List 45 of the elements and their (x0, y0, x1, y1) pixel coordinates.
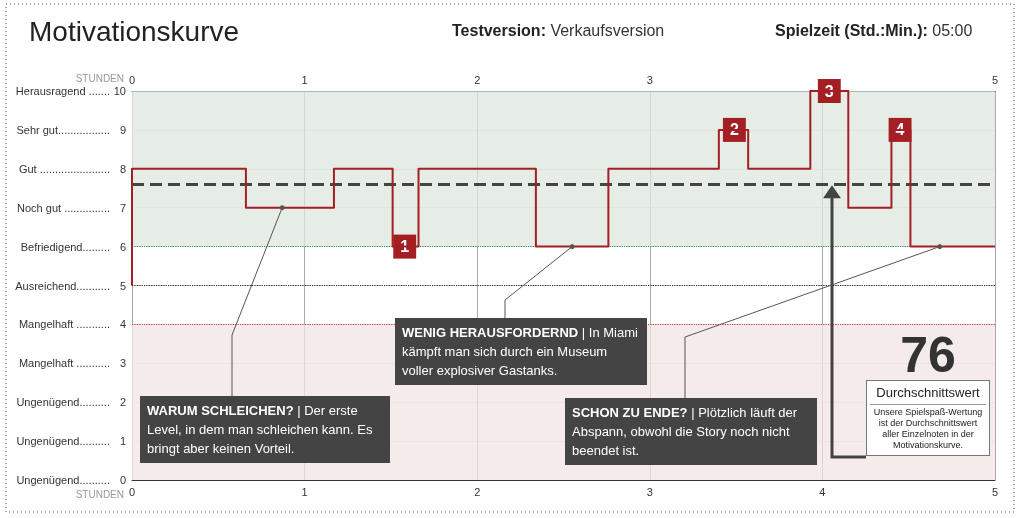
annotation: 1 (400, 238, 410, 256)
x2-tick-label: 3 (646, 73, 653, 86)
text: Ungenügend.......... (16, 474, 110, 486)
x2-tick-label: 0 (128, 73, 136, 86)
x-tick-label: 2 (474, 485, 481, 498)
x2-tick-label: 2 (474, 73, 481, 86)
x2-axis-title: STUNDEN (75, 72, 124, 84)
text: Ungenügend.......... (16, 435, 110, 448)
y-tick-label: 8 (119, 162, 126, 175)
y-tick-label: 7 (119, 201, 126, 214)
y-tick-label: 1 (119, 435, 126, 448)
text: Ausreichend........... (15, 279, 110, 292)
x2-tick-label: 5 (991, 73, 999, 86)
y-tick-label: 6 (119, 240, 126, 253)
text: Spielzeit (Std.:Min.): 05:00 (775, 21, 973, 39)
x-tick-label: 1 (301, 485, 308, 498)
x-tick-label: 0 (128, 485, 136, 498)
annotation: SCHON ZU ENDE? | Plötzlich läuft der Abspann, obwohl die Story noch nicht beendet ist. (565, 398, 817, 465)
text: Befriedigend......... (20, 240, 110, 253)
text: Sehr gut................. (16, 123, 110, 136)
y-tick-label: 5 (119, 279, 126, 292)
y-tick-label: 10 (113, 85, 126, 97)
annotation: Durchschnittswert (870, 384, 986, 405)
annotation: 76 (900, 327, 956, 383)
annotation: WARUM SCHLEICHEN? | Der erste Level, in dem man schleichen kann. Es bringt aber keinen Vorteil. (140, 396, 390, 463)
x-tick-label: 5 (991, 485, 999, 498)
y-tick-label: 9 (119, 123, 126, 136)
text: Ungenügend.......... (16, 396, 110, 409)
chart-title: Motivationskurve (29, 15, 240, 47)
text: Herausragend ....... (15, 85, 110, 97)
annotation: WENIG HERAUSFORDERND | In Miami kämpft man sich durch ein Museum voller explosiver Gastanks. (395, 318, 647, 385)
annotation: Unsere Spielspaß-Wertung ist der Durchschnittswert aller Einzelnoten in der Motivationskurve. (872, 406, 984, 451)
y-tick-label: 0 (119, 474, 126, 486)
y-tick-label: 2 (119, 396, 126, 409)
y-tick-label: 4 (119, 318, 126, 331)
x-tick-label: 3 (646, 485, 653, 498)
y-tick-label: 3 (119, 357, 126, 370)
text: Gut ....................... (18, 162, 110, 175)
x-axis-title: STUNDEN (75, 488, 124, 500)
text: Mangelhaft ........... (18, 318, 110, 331)
x-tick-label: 4 (819, 485, 826, 498)
text: Noch gut ............... (17, 201, 110, 214)
text: Testversion: Verkaufsversion (452, 21, 665, 39)
text: Mangelhaft ........... (18, 357, 110, 370)
x2-tick-label: 1 (301, 73, 308, 86)
